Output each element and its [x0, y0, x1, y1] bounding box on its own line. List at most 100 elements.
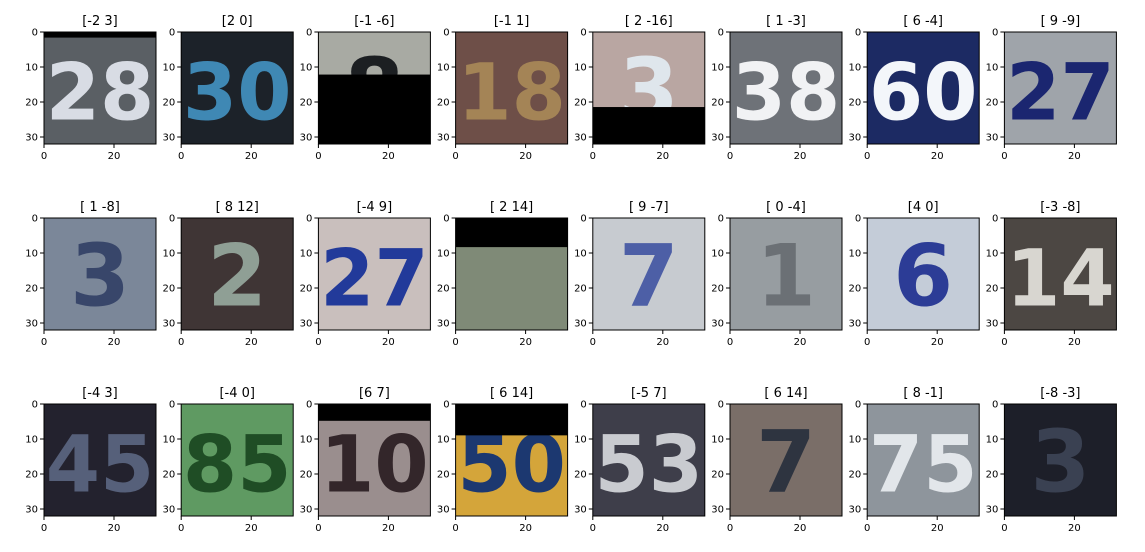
- y-tick-label: 0: [443, 28, 449, 39]
- y-tick-label: 30: [848, 133, 861, 144]
- x-tick-label: 20: [1068, 337, 1081, 348]
- panel-digits: 45: [46, 420, 155, 510]
- panel-title: [-8 -3]: [1040, 386, 1080, 401]
- axes-frame: [729, 31, 843, 145]
- y-tick-label: 10: [300, 249, 313, 260]
- panel-6: 60 [ 6 -4] 0 20 0 10 20 30: [848, 14, 980, 162]
- panel-title: [ 2 14]: [490, 200, 533, 215]
- x-tick-label: 0: [590, 337, 596, 348]
- x-tick-label: 20: [382, 337, 395, 348]
- y-tick-label: 0: [992, 214, 998, 225]
- panel-title: [-4 9]: [357, 200, 393, 215]
- y-tick-label: 30: [437, 319, 450, 330]
- y-tick-label: 30: [300, 505, 313, 516]
- y-tick-label: 0: [169, 28, 175, 39]
- y-tick-label: 20: [162, 98, 175, 109]
- panel-image: [181, 218, 294, 330]
- y-tick-label: 0: [718, 214, 724, 225]
- x-tick-label: 20: [1068, 151, 1081, 162]
- panel-title: [-3 -8]: [1040, 200, 1080, 215]
- panel-digits: 14: [1006, 234, 1115, 324]
- axes-frame: [592, 31, 706, 145]
- panel-image: [1004, 218, 1117, 330]
- x-tick-label: 20: [108, 523, 121, 534]
- axes-frame: [180, 403, 294, 517]
- panel-digits: 27: [1006, 48, 1115, 138]
- y-tick-label: 0: [855, 28, 861, 39]
- panel-23: 3 [-8 -3] 0 20 0 10 20 30: [986, 386, 1117, 534]
- axes-frame: [317, 31, 431, 145]
- axes-frame: [180, 31, 294, 145]
- y-tick-label: 10: [574, 249, 587, 260]
- y-tick-label: 0: [32, 28, 38, 39]
- y-tick-label: 0: [855, 400, 861, 411]
- y-tick-label: 10: [711, 63, 724, 74]
- x-tick-label: 20: [931, 337, 944, 348]
- y-tick-label: 10: [437, 63, 450, 74]
- x-tick-label: 20: [108, 337, 121, 348]
- x-tick-label: 20: [245, 523, 258, 534]
- panel-digits: 6: [893, 226, 953, 326]
- panel-digits: 7: [619, 226, 679, 326]
- x-tick-label: 0: [727, 151, 733, 162]
- axes-frame: [1003, 403, 1117, 517]
- panel-18: 10 [6 7] 0 20 0 10 20 30: [300, 386, 431, 534]
- y-tick-label: 0: [855, 214, 861, 225]
- y-tick-label: 0: [169, 400, 175, 411]
- y-tick-label: 20: [574, 470, 587, 481]
- y-tick-label: 30: [711, 319, 724, 330]
- panel-11: [ 2 14] 0 20 0 10 20 30: [437, 200, 569, 348]
- y-tick-label: 20: [437, 284, 450, 295]
- x-tick-label: 20: [656, 337, 669, 348]
- x-tick-label: 20: [245, 337, 258, 348]
- x-tick-label: 20: [1068, 523, 1081, 534]
- panel-image: [867, 218, 980, 330]
- panel-image: [44, 218, 156, 330]
- y-tick-label: 10: [300, 435, 313, 446]
- panel-image: [1004, 32, 1117, 144]
- panel-3: 18 [-1 1] 0 20 0 10 20 30: [437, 14, 569, 162]
- padding-mask: [318, 404, 431, 421]
- x-tick-label: 0: [178, 337, 184, 348]
- axes-frame: [1003, 217, 1117, 331]
- y-tick-label: 10: [437, 249, 450, 260]
- panel-digits: 3: [1030, 412, 1090, 512]
- x-tick-label: 20: [794, 337, 807, 348]
- axes-frame: [455, 217, 569, 331]
- panel-digits: 75: [869, 420, 978, 510]
- x-tick-label: 0: [452, 337, 458, 348]
- y-tick-label: 0: [992, 400, 998, 411]
- y-tick-label: 20: [300, 284, 313, 295]
- x-tick-label: 0: [41, 523, 47, 534]
- panel-image: [318, 218, 431, 330]
- panel-image: [592, 218, 705, 330]
- panel-digits: 2: [207, 226, 267, 326]
- panel-digits: 27: [320, 234, 429, 324]
- panel-15: 14 [-3 -8] 0 20 0 10 20 30: [986, 200, 1117, 348]
- panel-title: [ 9 -7]: [629, 200, 669, 215]
- panel-image: [867, 32, 980, 144]
- y-tick-label: 20: [574, 98, 587, 109]
- x-tick-label: 0: [727, 523, 733, 534]
- y-tick-label: 30: [25, 133, 38, 144]
- panel-image: [592, 404, 705, 516]
- y-tick-label: 20: [437, 98, 450, 109]
- x-tick-label: 0: [315, 523, 321, 534]
- panel-20: 53 [-5 7] 0 20 0 10 20 30: [574, 386, 706, 534]
- axes-frame: [866, 403, 980, 517]
- panel-title: [-2 3]: [82, 14, 118, 29]
- panel-digits: 60: [869, 48, 978, 138]
- axes-frame: [317, 217, 431, 331]
- y-tick-label: 10: [848, 435, 861, 446]
- axes-frame: [317, 403, 431, 517]
- y-tick-label: 20: [300, 98, 313, 109]
- panel-title: [-1 1]: [494, 14, 530, 29]
- panel-digits: 30: [183, 48, 292, 138]
- y-tick-label: 30: [25, 319, 38, 330]
- y-tick-label: 20: [162, 470, 175, 481]
- y-tick-label: 30: [711, 133, 724, 144]
- y-tick-label: 30: [25, 505, 38, 516]
- y-tick-label: 10: [711, 435, 724, 446]
